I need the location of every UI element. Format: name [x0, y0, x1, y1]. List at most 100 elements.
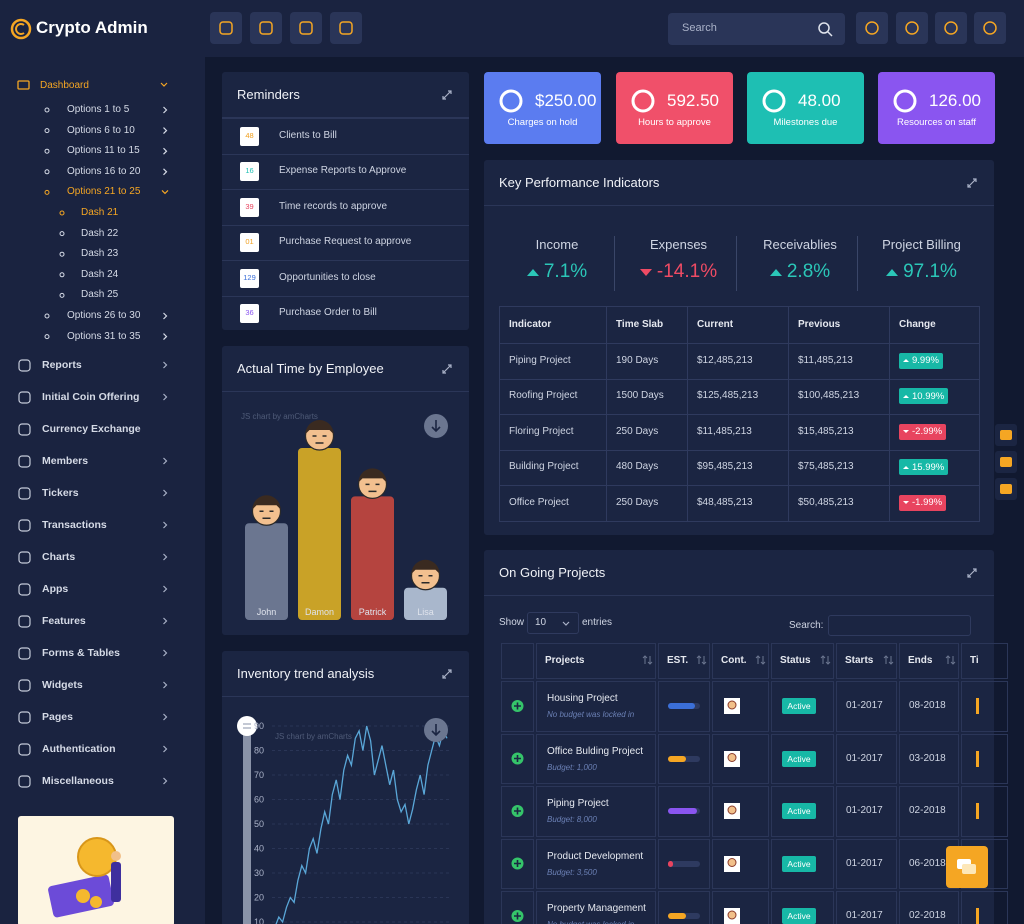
- header-button[interactable]: [974, 12, 1006, 44]
- card-title: Actual Time by Employee: [237, 361, 384, 376]
- reminder-text[interactable]: Opportunities to close: [279, 271, 376, 283]
- floating-tool[interactable]: [995, 451, 1017, 473]
- toolbar-button[interactable]: [290, 12, 322, 44]
- toolbar-button[interactable]: [210, 12, 242, 44]
- toolbar-button[interactable]: [250, 12, 282, 44]
- card-divider: [484, 205, 994, 206]
- menu-item[interactable]: Pages: [42, 711, 73, 723]
- project-name[interactable]: Piping Project: [547, 798, 609, 809]
- reminders-card: [222, 72, 469, 330]
- submenu-item[interactable]: Options 11 to 15: [67, 145, 140, 157]
- submenu-item[interactable]: Options 26 to 30: [67, 310, 141, 321]
- header-button[interactable]: [896, 12, 928, 44]
- project-name[interactable]: Product Development: [547, 850, 644, 862]
- table-cell-box: [836, 643, 897, 679]
- search-box[interactable]: [668, 13, 845, 45]
- submenu-item[interactable]: Dash 21: [81, 207, 119, 218]
- table-line: [499, 414, 980, 415]
- submenu-item[interactable]: Dash 25: [81, 289, 119, 301]
- reminder-count: 16: [245, 166, 254, 175]
- card-title: Reminders: [237, 87, 300, 102]
- menu-item[interactable]: Widgets: [42, 679, 83, 691]
- reminder-text[interactable]: Time records to approve: [279, 200, 388, 212]
- search-label: Search:: [789, 620, 824, 631]
- kpi-change: -14.1%: [618, 260, 740, 284]
- table-cell: 190 Days: [616, 354, 659, 366]
- progress-fill: [668, 808, 697, 814]
- reminder-text[interactable]: Clients to Bill: [279, 129, 337, 141]
- submenu-item[interactable]: Options 1 to 5: [67, 104, 130, 115]
- avatar: [724, 750, 740, 767]
- table-cell: Office Project: [509, 496, 569, 508]
- submenu-item[interactable]: Dash 22: [81, 227, 119, 239]
- table-cell-box: [501, 838, 534, 889]
- table-header[interactable]: Cont.: [721, 655, 747, 666]
- table-header[interactable]: Ti: [970, 655, 979, 666]
- progress-fill: [668, 913, 686, 919]
- submenu-item[interactable]: Options 31 to 35: [67, 330, 141, 342]
- start-date: 01-2017: [846, 910, 883, 921]
- stat-value: 592.50: [667, 91, 719, 110]
- project-name[interactable]: Property Management: [547, 903, 646, 914]
- project-name[interactable]: Office Bulding Project: [547, 745, 643, 757]
- header-button[interactable]: [856, 12, 888, 44]
- floating-tool[interactable]: [995, 478, 1017, 500]
- table-cell-box: [658, 786, 710, 837]
- reminder-text[interactable]: Purchase Request to approve: [279, 236, 412, 247]
- table-cell-box: [899, 733, 959, 784]
- row-divider: [222, 118, 469, 119]
- menu-item[interactable]: Authentication: [42, 743, 116, 755]
- menu-item[interactable]: Dashboard: [40, 80, 89, 91]
- menu-item[interactable]: Miscellaneous: [42, 775, 114, 787]
- table-cell: Floring Project: [509, 425, 574, 437]
- menu-item[interactable]: Initial Coin Offering: [42, 391, 140, 403]
- menu-item[interactable]: Currency Exchange: [42, 423, 141, 435]
- menu-item[interactable]: Reports: [42, 359, 82, 371]
- table-header[interactable]: EST.: [667, 655, 689, 666]
- kpi-change-value: 97.1%: [903, 261, 957, 282]
- menu-item[interactable]: Apps: [42, 583, 69, 595]
- table-header[interactable]: Status: [780, 655, 811, 666]
- menu-item[interactable]: Forms & Tables: [42, 647, 120, 659]
- submenu-item[interactable]: Dash 23: [81, 248, 119, 260]
- table-cell: $11,485,213: [697, 425, 752, 437]
- menu-item[interactable]: Transactions: [42, 519, 107, 531]
- kpi-separator: [614, 236, 615, 291]
- reminder-text[interactable]: Expense Reports to Approve: [279, 165, 407, 176]
- header-button[interactable]: [935, 12, 967, 44]
- floating-tool[interactable]: [995, 424, 1017, 446]
- table-cell-box: [899, 786, 959, 837]
- count-badge: [240, 304, 259, 323]
- menu-item[interactable]: Members: [42, 455, 89, 467]
- table-line: [889, 306, 890, 521]
- kpi-label: Income: [535, 237, 579, 252]
- table-cell-box: [712, 838, 769, 889]
- table-line: [979, 306, 980, 521]
- project-name[interactable]: Housing Project: [547, 693, 618, 704]
- table-header[interactable]: Projects: [545, 655, 585, 666]
- submenu-item[interactable]: Dash 24: [81, 268, 119, 280]
- change-badge: -2.99%: [899, 423, 947, 440]
- table-search-input[interactable]: [828, 615, 971, 636]
- submenu-item[interactable]: Options 16 to 20: [67, 165, 141, 177]
- chat-button[interactable]: [946, 846, 988, 888]
- table-cell: Building Project: [509, 461, 579, 473]
- submenu-item[interactable]: Options 21 to 25: [67, 186, 141, 198]
- stat-value: $250.00: [535, 91, 597, 110]
- stat-label: Milestones due: [773, 117, 838, 128]
- change-value: 9.99%: [912, 355, 939, 367]
- table-cell: 250 Days: [616, 496, 659, 508]
- timeline-bar: [976, 803, 979, 819]
- menu-item[interactable]: Features: [42, 615, 86, 627]
- submenu-item[interactable]: Options 6 to 10: [67, 124, 135, 136]
- table-header[interactable]: Starts: [845, 655, 874, 666]
- change-badge: -1.99%: [899, 494, 947, 511]
- menu-item[interactable]: Tickers: [42, 487, 79, 499]
- table-cell-box: [501, 733, 534, 784]
- table-cell-box: [712, 733, 769, 784]
- table-header[interactable]: Ends: [908, 655, 933, 666]
- toolbar-button[interactable]: [330, 12, 362, 44]
- reminder-text[interactable]: Purchase Order to Bill: [279, 307, 377, 318]
- menu-item[interactable]: Charts: [42, 551, 76, 563]
- page-length-select[interactable]: [527, 612, 579, 634]
